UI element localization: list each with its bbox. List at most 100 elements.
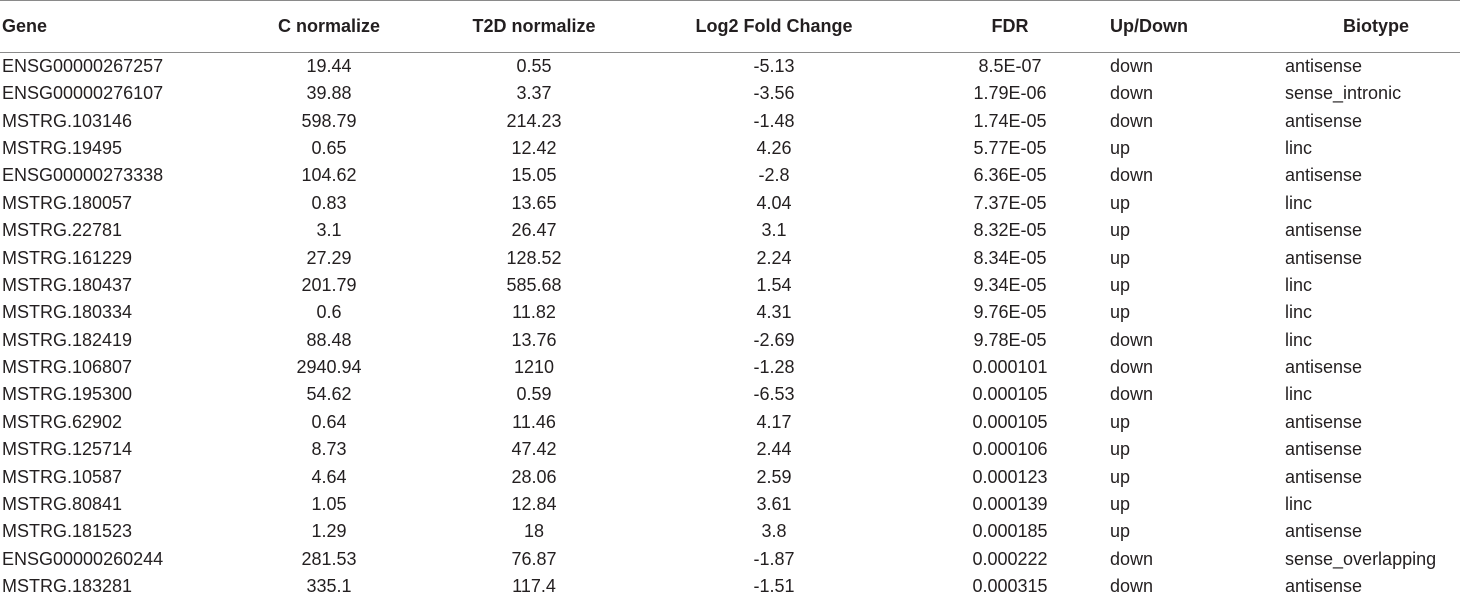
cell-fdr: 1.74E-05 — [973, 110, 1047, 131]
cell-biotype: antisense — [1285, 110, 1363, 131]
cell-log2-fold-change: 3.8 — [761, 521, 787, 542]
cell-t2d-normalize: 76.87 — [511, 548, 557, 569]
cell-log2-fold-change: 4.31 — [756, 302, 792, 323]
cell-up-down: up — [1110, 220, 1131, 241]
cell-gene: MSTRG.62902 — [2, 411, 123, 432]
cell-log2-fold-change: -1.87 — [753, 548, 795, 569]
cell-c-normalize: 39.88 — [306, 83, 352, 104]
cell-up-down: up — [1110, 439, 1131, 460]
cell-c-normalize: 2940.94 — [296, 357, 362, 378]
table-row: MSTRG.182419 88.48 13.76 -2.69 9.78E-05 down l… — [0, 327, 1460, 354]
cell-t2d-normalize: 28.06 — [511, 466, 557, 487]
cell-c-normalize: 335.1 — [306, 576, 352, 597]
cell-biotype: linc — [1285, 494, 1313, 515]
cell-gene: MSTRG.125714 — [2, 439, 133, 460]
cell-fdr: 8.32E-05 — [973, 220, 1047, 241]
cell-up-down: up — [1110, 411, 1131, 432]
cell-gene: ENSG00000276107 — [2, 83, 164, 104]
cell-gene: MSTRG.182419 — [2, 329, 133, 350]
cell-up-down: down — [1110, 329, 1154, 350]
cell-c-normalize: 27.29 — [306, 247, 352, 268]
cell-fdr: 0.000185 — [972, 521, 1048, 542]
cell-up-down: up — [1110, 247, 1131, 268]
cell-c-normalize: 1.29 — [311, 521, 347, 542]
table-row: ENSG00000276107 39.88 3.37 -3.56 1.79E-06 dow… — [0, 80, 1460, 107]
cell-up-down: down — [1110, 357, 1154, 378]
cell-biotype: antisense — [1285, 439, 1363, 460]
cell-gene: MSTRG.180057 — [2, 192, 133, 213]
cell-log2-fold-change: -1.28 — [753, 357, 795, 378]
cell-c-normalize: 0.83 — [311, 192, 347, 213]
cell-biotype: linc — [1285, 192, 1313, 213]
cell-t2d-normalize: 12.84 — [511, 494, 557, 515]
cell-fdr: 9.78E-05 — [973, 329, 1047, 350]
cell-up-down: down — [1110, 548, 1154, 569]
cell-gene: MSTRG.19495 — [2, 137, 123, 158]
cell-fdr: 0.000222 — [972, 548, 1048, 569]
cell-biotype: linc — [1285, 384, 1313, 405]
cell-fdr: 0.000123 — [972, 466, 1048, 487]
cell-log2-fold-change: -5.13 — [753, 56, 795, 76]
cell-t2d-normalize: 3.37 — [516, 83, 552, 104]
cell-log2-fold-change: -1.51 — [753, 576, 795, 597]
cell-gene: MSTRG.180334 — [2, 302, 133, 323]
cell-fdr: 9.34E-05 — [973, 274, 1047, 295]
header-row: Gene C normalize T2D normalize Log2 Fold… — [0, 0, 1460, 53]
cell-up-down: down — [1110, 576, 1154, 597]
cell-fdr: 8.34E-05 — [973, 247, 1047, 268]
cell-fdr: 0.000315 — [972, 576, 1048, 597]
cell-up-down: down — [1110, 56, 1154, 76]
cell-biotype: antisense — [1285, 220, 1363, 241]
table-body: ENSG00000267257 19.44 0.55 -5.13 8.5E-07 down… — [0, 53, 1460, 601]
cell-t2d-normalize: 13.76 — [511, 329, 557, 350]
cell-t2d-normalize: 11.82 — [512, 302, 556, 323]
cell-log2-fold-change: -2.69 — [753, 329, 795, 350]
cell-gene: MSTRG.181523 — [2, 521, 133, 542]
cell-biotype: linc — [1285, 137, 1313, 158]
cell-biotype: linc — [1285, 329, 1313, 350]
cell-log2-fold-change: 2.59 — [756, 466, 792, 487]
cell-t2d-normalize: 18 — [523, 521, 545, 542]
cell-up-down: up — [1110, 494, 1131, 515]
cell-biotype: antisense — [1285, 357, 1363, 378]
cell-gene: MSTRG.195300 — [2, 384, 133, 405]
cell-up-down: up — [1110, 192, 1131, 213]
cell-t2d-normalize: 26.47 — [511, 220, 557, 241]
cell-c-normalize: 0.65 — [311, 137, 347, 158]
table-row: ENSG00000267257 19.44 0.55 -5.13 8.5E-07 down… — [0, 53, 1460, 81]
table-row: MSTRG.125714 8.73 47.42 2.44 0.000106 up antis… — [0, 436, 1460, 463]
cell-log2-fold-change: -2.8 — [758, 165, 790, 186]
cell-biotype: antisense — [1285, 165, 1363, 186]
table-row: MSTRG.19495 0.65 12.42 4.26 5.77E-05 up linc — [0, 135, 1460, 162]
cell-c-normalize: 4.64 — [311, 466, 347, 487]
cell-gene: MSTRG.180437 — [2, 274, 133, 295]
table-row: MSTRG.183281 335.1 117.4 -1.51 0.000315 down a… — [0, 573, 1460, 600]
table-row: ENSG00000260244 281.53 76.87 -1.87 0.000222 d… — [0, 546, 1460, 573]
cell-gene: MSTRG.183281 — [2, 576, 133, 597]
cell-fdr: 0.000139 — [972, 494, 1048, 515]
table-header: Gene C normalize T2D normalize Log2 Fold… — [0, 0, 1460, 53]
cell-gene: ENSG00000260244 — [2, 548, 164, 569]
cell-biotype: sense_overlapping — [1285, 548, 1437, 569]
cell-t2d-normalize: 585.68 — [506, 274, 562, 295]
cell-c-normalize: 281.53 — [301, 548, 357, 569]
cell-t2d-normalize: 47.42 — [511, 439, 557, 460]
cell-biotype: antisense — [1285, 466, 1363, 487]
cell-log2-fold-change: 4.26 — [756, 137, 792, 158]
table-row: MSTRG.161229 27.29 128.52 2.24 8.34E-05 up ant… — [0, 244, 1460, 271]
cell-biotype: linc — [1285, 302, 1313, 323]
table-row: MSTRG.62902 0.64 11.46 4.17 0.000105 up antise… — [0, 409, 1460, 436]
cell-fdr: 1.79E-06 — [973, 83, 1047, 104]
cell-c-normalize: 19.44 — [306, 56, 352, 76]
table-row: MSTRG.106807 2940.94 1210 -1.28 0.000101 down… — [0, 354, 1460, 381]
cell-t2d-normalize: 13.65 — [511, 192, 557, 213]
cell-t2d-normalize: 15.05 — [511, 165, 557, 186]
table-row: MSTRG.22781 3.1 26.47 3.1 8.32E-05 up antisens… — [0, 217, 1460, 244]
cell-c-normalize: 598.79 — [301, 110, 357, 131]
cell-fdr: 8.5E-07 — [978, 56, 1042, 76]
header-gene: Gene — [0, 0, 228, 53]
cell-biotype: antisense — [1285, 576, 1363, 597]
cell-log2-fold-change: -6.53 — [753, 384, 795, 405]
cell-log2-fold-change: 1.54 — [756, 274, 792, 295]
